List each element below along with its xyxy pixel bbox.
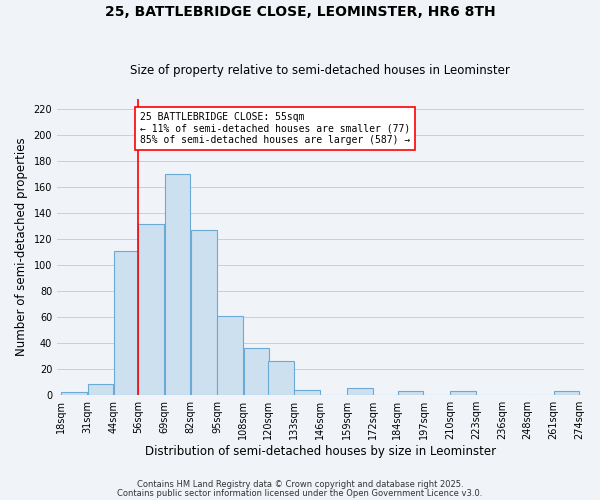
Text: 25, BATTLEBRIDGE CLOSE, LEOMINSTER, HR6 8TH: 25, BATTLEBRIDGE CLOSE, LEOMINSTER, HR6 … bbox=[104, 5, 496, 19]
X-axis label: Distribution of semi-detached houses by size in Leominster: Distribution of semi-detached houses by … bbox=[145, 444, 496, 458]
Bar bbox=[61, 392, 87, 394]
Bar bbox=[88, 384, 113, 394]
Text: Contains HM Land Registry data © Crown copyright and database right 2025.: Contains HM Land Registry data © Crown c… bbox=[137, 480, 463, 489]
Title: Size of property relative to semi-detached houses in Leominster: Size of property relative to semi-detach… bbox=[130, 64, 510, 77]
Bar bbox=[191, 230, 217, 394]
Bar bbox=[268, 361, 293, 394]
Bar bbox=[398, 391, 423, 394]
Bar bbox=[244, 348, 269, 395]
Bar bbox=[347, 388, 373, 394]
Text: Contains public sector information licensed under the Open Government Licence v3: Contains public sector information licen… bbox=[118, 488, 482, 498]
Bar bbox=[294, 390, 320, 394]
Bar bbox=[450, 391, 476, 394]
Y-axis label: Number of semi-detached properties: Number of semi-detached properties bbox=[15, 138, 28, 356]
Bar bbox=[217, 316, 243, 394]
Bar bbox=[114, 250, 140, 394]
Bar bbox=[139, 224, 164, 394]
Bar bbox=[554, 391, 579, 394]
Bar bbox=[164, 174, 190, 394]
Text: 25 BATTLEBRIDGE CLOSE: 55sqm
← 11% of semi-detached houses are smaller (77)
85% : 25 BATTLEBRIDGE CLOSE: 55sqm ← 11% of se… bbox=[140, 112, 410, 145]
